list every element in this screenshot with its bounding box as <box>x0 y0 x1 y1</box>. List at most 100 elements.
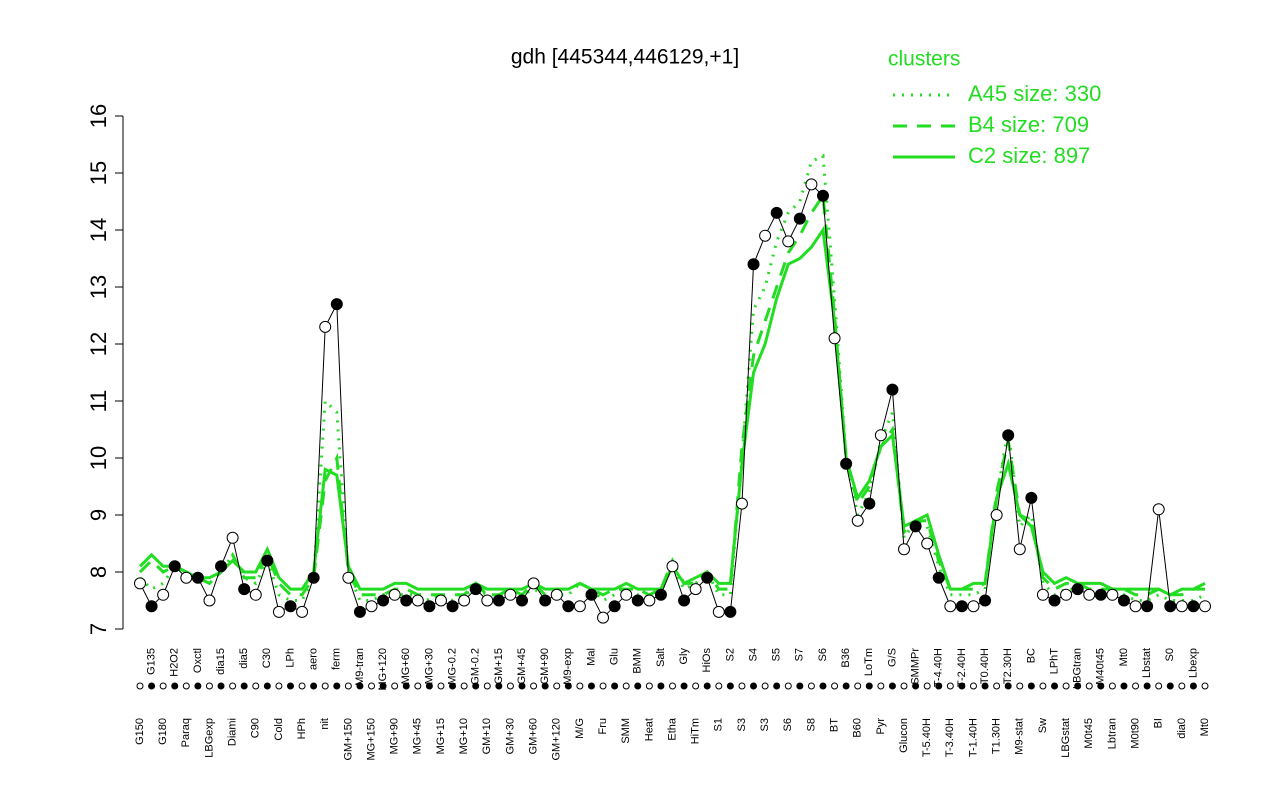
data-point <box>851 514 864 527</box>
x-tick-label: S0 <box>1164 648 1176 661</box>
x-tick-label: H2O2 <box>169 648 181 677</box>
rug-mark <box>703 682 711 690</box>
x-tick-label: S6 <box>782 718 794 731</box>
legend-title: clusters <box>888 48 960 71</box>
rug-mark <box>842 682 850 690</box>
x-tick-label: MG+45 <box>412 718 424 754</box>
x-tick-label: HPh <box>296 718 308 739</box>
data-point <box>805 178 818 191</box>
data-point <box>388 588 401 601</box>
legend-label: A45 size: 330 <box>968 81 1101 106</box>
data-point <box>573 600 586 613</box>
rug-mark <box>483 682 491 690</box>
data-point <box>678 594 691 607</box>
data-point <box>816 189 829 202</box>
rug-mark <box>1062 682 1070 690</box>
data-point <box>1187 600 1200 613</box>
data-point <box>516 594 529 607</box>
rug-mark <box>796 682 804 690</box>
rug-mark <box>310 682 318 690</box>
x-tick-label: GM+15 <box>493 648 505 684</box>
data-point <box>874 429 887 442</box>
rug-mark <box>599 682 607 690</box>
data-point <box>1002 429 1015 442</box>
data-point <box>793 212 806 225</box>
data-point <box>145 600 158 613</box>
data-point <box>481 594 494 607</box>
x-tick-label: SMM <box>620 718 632 744</box>
rug-mark <box>1189 682 1197 690</box>
cluster-line <box>138 191 1205 597</box>
rug-mark <box>1132 682 1140 690</box>
x-tick-label: MG-0.2 <box>446 648 458 685</box>
rug-mark <box>900 682 908 690</box>
rug-mark <box>726 682 734 690</box>
data-point <box>967 600 980 613</box>
x-tick-label: BMM <box>632 648 644 674</box>
rug-mark <box>171 682 179 690</box>
x-tick-label: G135 <box>145 648 157 675</box>
x-tick-label: Paraq <box>180 718 192 747</box>
rug-mark <box>1120 682 1128 690</box>
y-tick-label: 13 <box>86 275 111 299</box>
x-tick-label: T2.30H <box>1002 648 1014 684</box>
data-point <box>689 583 702 596</box>
data-point <box>203 594 216 607</box>
x-tick-label: LPhT <box>1048 648 1060 675</box>
data-point <box>840 457 853 470</box>
rug-mark <box>634 682 642 690</box>
x-tick-label: dia0 <box>1176 718 1188 739</box>
x-tick-label: S2 <box>724 648 736 661</box>
x-tick-label: Cold <box>273 718 285 741</box>
x-tick-label: MG+90 <box>389 718 401 754</box>
rug-mark <box>402 682 410 690</box>
data-point <box>724 605 737 618</box>
data-point <box>597 611 610 624</box>
x-tick-label: LBGtran <box>1072 648 1084 689</box>
x-tick-label: T0.40H <box>979 648 991 684</box>
rug-mark <box>275 682 283 690</box>
rug-mark <box>761 682 769 690</box>
x-tick-label: Mal <box>585 648 597 666</box>
rug-mark <box>356 682 364 690</box>
rug-mark <box>182 682 190 690</box>
x-tick-label: T-3.40H <box>944 718 956 757</box>
rug-mark <box>587 682 595 690</box>
rug-mark <box>1155 682 1163 690</box>
data-point <box>1106 588 1119 601</box>
data-point <box>157 588 170 601</box>
rug-mark <box>159 682 167 690</box>
rug-mark <box>923 682 931 690</box>
x-tick-label: Oxctl <box>192 648 204 673</box>
rug-mark <box>286 682 294 690</box>
data-point <box>990 509 1003 521</box>
data-point <box>504 588 517 601</box>
rug-mark <box>1039 682 1047 690</box>
rug-mark <box>680 682 688 690</box>
data-point <box>863 497 876 510</box>
rug-mark <box>865 682 873 690</box>
data-point <box>562 600 575 613</box>
x-tick-label: aero <box>308 648 320 670</box>
x-tick-label: Mt0 <box>1199 718 1211 736</box>
x-tick-label: GM+60 <box>527 718 539 754</box>
data-point <box>342 571 355 584</box>
x-tick-label: LBGstat <box>1060 718 1072 758</box>
x-tick-label: HiTm <box>690 718 702 744</box>
rug-mark <box>437 682 445 690</box>
y-tick-label: 14 <box>86 218 111 242</box>
rug-mark <box>669 682 676 690</box>
y-tick-label: 12 <box>86 332 111 356</box>
data-point <box>955 600 968 613</box>
rug-mark <box>379 682 387 690</box>
rug-mark <box>472 682 480 690</box>
x-tick-label: Lbstat <box>1141 648 1153 678</box>
data-point <box>272 605 285 618</box>
data-point <box>747 258 760 271</box>
data-point <box>423 600 436 613</box>
rug-mark <box>715 682 723 690</box>
data-point <box>319 320 332 333</box>
rug-mark <box>530 682 538 690</box>
data-point <box>191 571 204 584</box>
rug-mark <box>1016 682 1024 690</box>
